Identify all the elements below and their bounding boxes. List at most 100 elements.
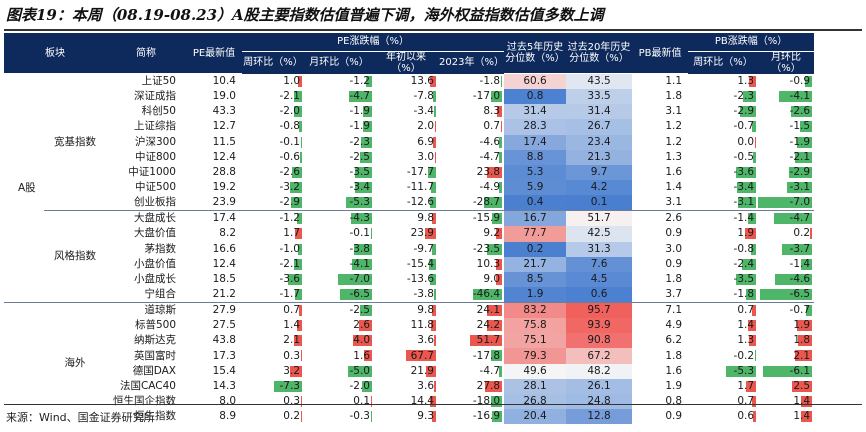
- pe-month-bar: [348, 365, 372, 377]
- pe-month-value: -4.1: [349, 257, 371, 270]
- pb-week-value: 1.3: [737, 334, 755, 347]
- pct5-cell: 5.9: [504, 180, 567, 196]
- pe-week-cell: -7.3: [242, 379, 304, 394]
- pb-month-bar: [782, 243, 813, 255]
- pe-ytd-bar: [406, 350, 436, 362]
- pe-ytd-value: 67.7: [410, 349, 434, 362]
- header-name: 简称: [106, 33, 186, 74]
- index-name: 上证50: [141, 75, 176, 87]
- pe-y2023-bar: [492, 213, 503, 225]
- pe-week-bar: [301, 136, 302, 148]
- pe-ytd-bar: [434, 289, 436, 301]
- pb-month-bar: [805, 75, 813, 87]
- header-ytd: 年初以来（%）: [374, 51, 438, 74]
- pb-week-bar: [726, 365, 757, 377]
- pe-ytd-value: 9.8: [417, 304, 434, 317]
- pe-y2023-cell: 9.2: [438, 226, 504, 241]
- pb-week-bar: [736, 273, 757, 285]
- pe-week-bar: [274, 380, 302, 392]
- pct5-cell: 0.4: [504, 195, 567, 211]
- pe-week-value: -3.2: [279, 181, 301, 194]
- pb-month-cell: -6.5: [758, 287, 814, 303]
- pe-month-cell: 4.0: [304, 333, 374, 348]
- pe-y2023-bar: [487, 243, 503, 255]
- pe-y2023-value: -28.7: [472, 196, 501, 209]
- index-name: 大盘价值: [134, 227, 176, 240]
- pe-ytd-cell: 3.6: [374, 379, 438, 394]
- pe-ytd-bar: [432, 305, 436, 317]
- pe-week-cell: -2.0: [242, 104, 304, 119]
- pe-month-cell: 0.1: [304, 394, 374, 409]
- pe-y2023-bar: [496, 258, 503, 270]
- pe-month-cell: -1.2: [304, 74, 374, 90]
- pe-month-bar: [360, 305, 372, 317]
- header-y2023: 2023年（%）: [438, 51, 505, 74]
- pe-ytd-cell: 9.8: [374, 302, 438, 319]
- pe-ytd-bar: [434, 335, 436, 347]
- pb-month-value: -6.5: [789, 288, 811, 301]
- pe-ytd-value: 9.8: [417, 212, 434, 225]
- pe-week-value: 0.7: [283, 304, 300, 317]
- pb-week-cell: 0.7: [688, 394, 758, 409]
- pe-month-value: -2.5: [349, 150, 371, 163]
- pb-week-value: -0.7: [733, 120, 755, 133]
- pb-month-cell: -2.9: [758, 165, 814, 180]
- pe-week-bar: [298, 243, 302, 255]
- pe-ytd-value: 13.6: [410, 74, 434, 87]
- pe-y2023-value: 9.0: [483, 272, 501, 285]
- pe-ytd-value: 9.3: [417, 410, 434, 423]
- pe-ytd-value: -11.7: [406, 181, 434, 194]
- pe-week-value: 0.3: [283, 349, 300, 362]
- pe-month-bar: [353, 335, 372, 347]
- table-row: 小盘成长 18.5 -3.6 -7.0 -13.6 9.0 8.5 4.5 1.8 -3.5 -4.…: [4, 271, 862, 288]
- pe-month-bar: [351, 213, 372, 225]
- index-name: 恒生指数: [134, 410, 176, 423]
- pe-y2023-bar: [487, 320, 503, 332]
- pe-month-bar: [340, 289, 372, 301]
- pe-ytd-cell: -3.4: [374, 104, 438, 119]
- pe-latest: 17.3: [212, 349, 236, 362]
- pb-week-value: -2.4: [733, 257, 755, 270]
- pe-y2023-cell: -17.8: [438, 348, 504, 363]
- pe-week-cell: 1.4: [242, 318, 304, 333]
- pe-month-bar: [371, 396, 372, 407]
- pct20-cell: 9.7: [566, 164, 633, 181]
- pb-week-cell: 0.0: [688, 135, 758, 150]
- pe-latest: 27.9: [186, 302, 242, 319]
- pb-week-bar: [751, 243, 757, 255]
- pe-y2023-value: 10.3: [476, 257, 501, 270]
- pe-week-bar: [290, 182, 302, 194]
- header-pb-change: PB涨跌幅（%）: [688, 33, 815, 52]
- pe-latest: 27.5: [212, 319, 236, 332]
- pe-ytd-bar: [432, 411, 436, 423]
- pe-week-value: 0.3: [283, 395, 300, 408]
- pe-ytd-cell: 3.0: [374, 150, 438, 165]
- pe-month-bar: [366, 75, 372, 87]
- pe-y2023-bar: [499, 182, 503, 194]
- pe-week-cell: -2.1: [242, 257, 304, 272]
- pe-ytd-cell: -9.7: [374, 242, 438, 257]
- pb-week-value: -2.9: [733, 105, 755, 118]
- pb-latest: 4.9: [665, 319, 683, 332]
- pe-latest: 12.7: [212, 120, 236, 133]
- pb-week-bar: [737, 182, 757, 194]
- pb-month-cell: -0.7: [758, 302, 815, 319]
- pe-y2023-value: -16.9: [472, 410, 501, 423]
- pb-month-value: -1.4: [789, 257, 811, 270]
- pb-month-cell: -4.6: [758, 272, 814, 287]
- pe-y2023-value: 24.2: [476, 319, 501, 332]
- pb-month-cell: -1.4: [758, 257, 814, 272]
- table-row: 标普500 27.5 1.4 2.6 11.8 24.2 75.8 93.9 4.9 1.4 1.9: [4, 318, 862, 334]
- pe-month-bar: [354, 243, 372, 255]
- pe-y2023-cell: 9.0: [438, 272, 504, 287]
- pb-month-cell: -1.5: [758, 119, 814, 134]
- pe-month-value: 4.0: [353, 334, 370, 347]
- pe-y2023-cell: -46.4: [438, 287, 504, 303]
- pe-week-bar: [294, 106, 302, 118]
- pe-month-bar: [363, 106, 372, 118]
- pe-ytd-cell: -17.7: [374, 165, 438, 180]
- pe-ytd-value: -3.4: [413, 105, 435, 118]
- pb-month-cell: 1.4: [758, 409, 814, 424]
- pe-week-bar: [294, 335, 302, 347]
- pct5-cell: 28.3: [504, 119, 567, 135]
